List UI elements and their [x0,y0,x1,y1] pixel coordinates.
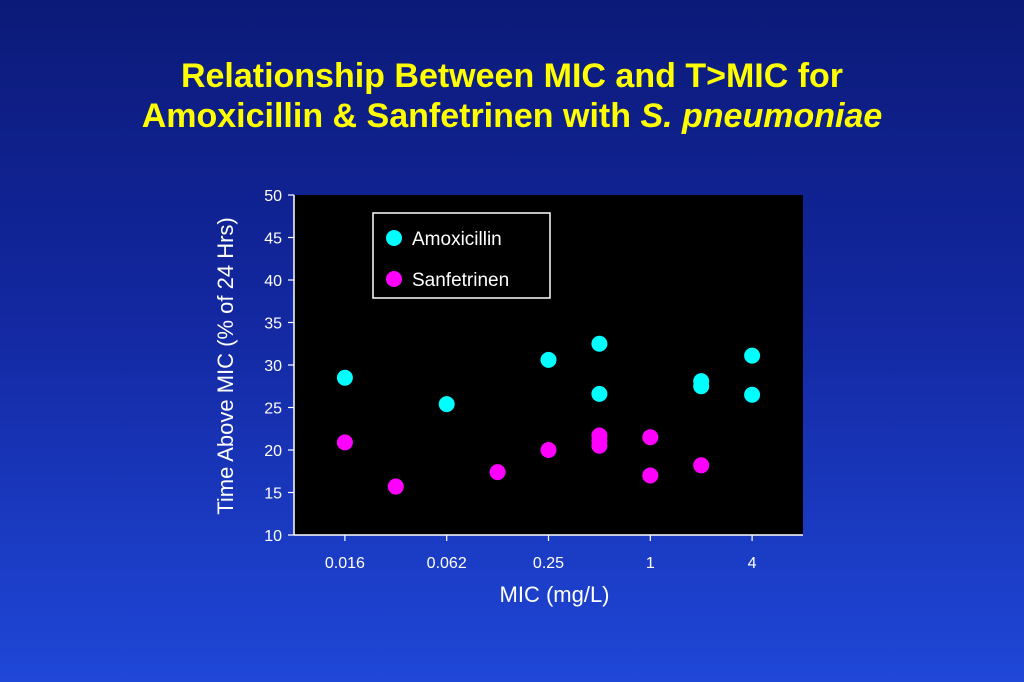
amoxicillin-point [744,386,761,403]
legend-marker-sanfetrinen [386,271,402,287]
legend-box [372,212,551,299]
x-tick-label: 4 [748,555,757,572]
sanfetrinen-point [591,437,608,454]
x-axis-title: MIC (mg/L) [500,582,610,607]
x-tick-label: 0.062 [427,555,467,572]
y-tick-label: 15 [264,486,282,503]
sanfetrinen-point [642,467,659,484]
sanfetrinen-point [336,434,353,451]
x-tick-label: 1 [646,555,655,572]
title-line-1: Relationship Between MIC and T>MIC for [180,57,844,95]
amoxicillin-point [591,335,608,352]
amoxicillin-point [744,347,761,364]
y-tick-label: 30 [264,358,282,375]
amoxicillin-point [591,385,608,402]
amoxicillin-point [540,351,557,368]
y-tick-label: 10 [264,528,282,545]
slide-title: Relationship Between MIC and T>MIC for A… [0,56,1024,136]
x-tick-label: 0.25 [533,555,564,572]
y-tick-label: 25 [264,401,282,418]
x-tick-label: 0.016 [325,555,365,572]
y-tick-label: 45 [264,231,282,248]
title-line-2: Amoxicillin & Sanfetrinen with S. pneumo… [0,96,1024,136]
y-tick-label: 40 [264,273,282,290]
amoxicillin-point [336,369,353,386]
title-line-2-text: Amoxicillin & Sanfetrinen with [141,97,641,135]
sanfetrinen-point [693,457,710,474]
legend-label-sanfetrinen: Sanfetrinen [412,270,509,291]
amoxicillin-point [438,396,455,413]
legend-marker-amoxicillin [386,230,402,246]
sanfetrinen-point [387,478,404,495]
amoxicillin-point [693,378,710,395]
sanfetrinen-point [642,429,659,446]
sanfetrinen-point [489,464,506,481]
y-axis-title: Time Above MIC (% of 24 Hrs) [213,217,238,514]
y-tick-label: 50 [264,188,282,205]
legend-label-amoxicillin: Amoxicillin [412,229,502,250]
y-tick-label: 20 [264,443,282,460]
sanfetrinen-point [540,442,557,458]
title-organism-italic: S. pneumoniae [640,97,883,135]
y-tick-label: 35 [264,316,282,333]
